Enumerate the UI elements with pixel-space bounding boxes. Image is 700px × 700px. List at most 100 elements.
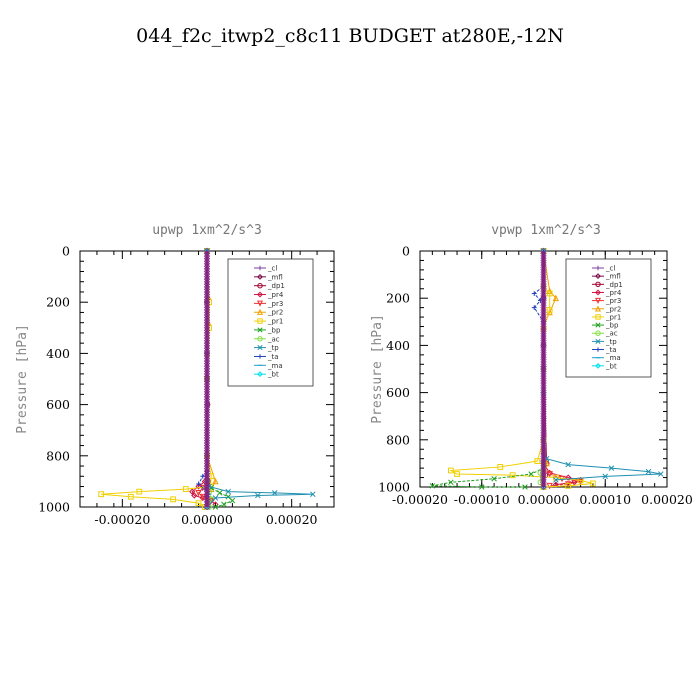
zero-profile-marker — [203, 501, 211, 508]
x-tick-label: 0.00020 — [266, 512, 318, 527]
series-point-tp — [608, 465, 615, 471]
series-point-pr1 — [454, 471, 460, 477]
series-group — [98, 247, 316, 511]
series-point-pr3 — [195, 490, 202, 497]
legend-marker — [257, 291, 263, 298]
y-axis-label: Pressure [hPa] — [370, 314, 385, 424]
series-point-pr4 — [191, 492, 198, 499]
legend-marker — [257, 327, 263, 333]
series-point-pr4 — [189, 488, 196, 495]
legend-marker — [257, 273, 263, 280]
series-point-pr1 — [546, 307, 553, 313]
zero-profile-marker — [540, 483, 547, 491]
series-point-pr3 — [546, 471, 553, 478]
series-point-bp — [522, 484, 528, 490]
legend-marker — [257, 336, 263, 342]
series-point-pr1 — [565, 482, 572, 489]
y-tick-label: 0 — [62, 244, 70, 259]
legend-label: _dp1 — [267, 282, 285, 290]
legend-label: _mfl — [605, 273, 621, 281]
series-point-bp — [225, 494, 231, 500]
series-point-pr2 — [212, 477, 219, 485]
zero-profile-marker — [540, 481, 547, 488]
y-tick-label: 800 — [386, 432, 410, 447]
legend-label: _dp1 — [605, 281, 623, 289]
series-point-bp — [528, 471, 534, 477]
y-tick-label: 1000 — [38, 500, 70, 515]
legend-marker — [257, 371, 263, 378]
series-point-tp — [225, 488, 231, 495]
series-point-tp — [271, 490, 278, 496]
series-group — [429, 247, 664, 491]
x-tick-label: 0.00010 — [579, 492, 631, 507]
series-point-tp — [310, 491, 316, 497]
legend-marker — [595, 330, 601, 336]
legend-label: _pr1 — [267, 318, 283, 326]
legend-label: _cl — [605, 265, 615, 273]
series-line-pr1 — [101, 250, 212, 508]
series-point-tp — [565, 461, 571, 468]
legend-marker — [594, 297, 602, 304]
legend-label: _pr1 — [605, 313, 621, 321]
y-tick-label: 200 — [46, 295, 70, 310]
legend-label: _ma — [605, 354, 621, 362]
legend-marker — [257, 354, 263, 359]
legend-label: _pr2 — [605, 305, 621, 313]
series-point-tp — [602, 473, 609, 480]
legend-marker — [595, 347, 601, 352]
legend-marker — [595, 289, 601, 296]
x-tick-label: 0.00000 — [518, 492, 570, 507]
series-point-tp — [645, 468, 652, 475]
series-point-tp — [212, 495, 219, 501]
series-point-tp — [658, 471, 664, 477]
legend-marker — [256, 300, 264, 307]
x-tick-label: -0.00010 — [454, 492, 510, 507]
x-tick-label: -0.00020 — [94, 512, 150, 527]
legend-label: _pr3 — [605, 297, 621, 305]
legend-marker — [257, 318, 263, 324]
legend-label: _tp — [267, 344, 279, 352]
series-point-tp — [553, 477, 559, 483]
series-line-pr1 — [449, 251, 594, 488]
legend-label: _mfl — [267, 273, 283, 281]
legend-marker — [257, 282, 263, 289]
series-point-bp — [221, 501, 227, 508]
legend-label: _pr4 — [267, 291, 284, 299]
series-point-pr3 — [546, 482, 553, 490]
series-point-ta — [531, 305, 537, 311]
legend-marker — [595, 273, 601, 280]
series-point-pr1 — [127, 493, 134, 500]
legend-label: _bt — [267, 371, 279, 379]
series-point-pr1 — [195, 500, 202, 507]
y-tick-label: 400 — [46, 346, 70, 361]
y-tick-label: 600 — [386, 385, 410, 400]
series-point-bp — [216, 490, 223, 496]
legend-label: _bp — [267, 326, 281, 334]
series-point-bp — [478, 484, 485, 490]
chart-subtitle: vpwp 1xm^2/s^3 — [491, 223, 601, 238]
chart-subtitle: upwp 1xm^2/s^3 — [152, 223, 262, 238]
zero-profile-marker — [203, 503, 211, 511]
series-point-pr1 — [98, 491, 105, 498]
legend-box — [227, 258, 314, 387]
series-point-pr1 — [447, 467, 454, 474]
series-point-pr3 — [564, 481, 572, 488]
legend: _cl_mfl_dp1_pr4_pr3_pr2_pr1_bp_ac_tp_ta_… — [565, 258, 652, 378]
legend-marker — [595, 322, 601, 328]
series-point-pr4 — [552, 481, 559, 488]
x-tick-label: 0.00000 — [181, 512, 233, 527]
x-tick-label: 0.00020 — [641, 492, 693, 507]
x-tick-label: -0.00020 — [392, 492, 448, 507]
y-axis-label: Pressure [hPa] — [15, 324, 30, 434]
legend-label: _pr3 — [267, 300, 283, 308]
chart-panel-1: upwp 1xm^2/s^3 Pressure [hPa] 0 200 400 600 80… — [15, 223, 335, 527]
legend-label: _cl — [267, 265, 277, 273]
legend-marker — [257, 345, 263, 351]
legend-marker — [257, 265, 263, 271]
legend: _cl_mfl_dp1_pr4_pr3_pr2_pr1_bp_ac_tp_ta_… — [227, 258, 314, 387]
y-tick-label: 200 — [386, 291, 410, 306]
legend-label: _ma — [267, 362, 283, 370]
series-line-bp — [432, 251, 544, 488]
legend-label: _ac — [267, 335, 280, 343]
legend-label: _bt — [605, 362, 617, 370]
